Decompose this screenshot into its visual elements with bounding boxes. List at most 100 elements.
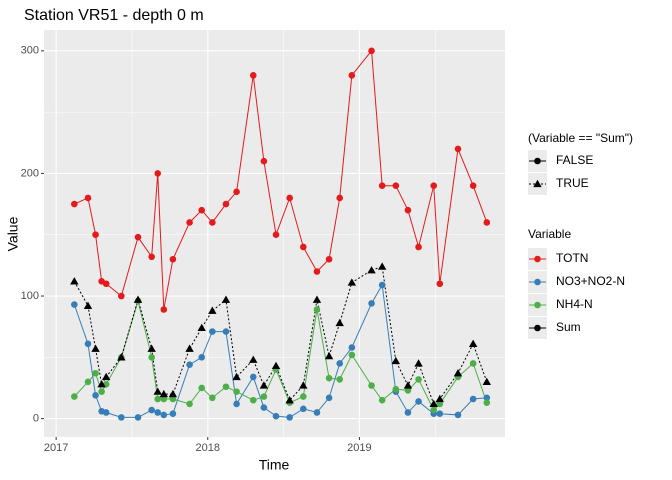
data-point — [300, 405, 307, 413]
data-point — [368, 382, 375, 389]
data-point — [160, 411, 168, 419]
data-point — [249, 355, 258, 363]
data-point — [160, 395, 168, 403]
data-point — [222, 200, 230, 208]
data-point — [348, 72, 356, 79]
data-point — [153, 387, 162, 395]
data-point — [186, 219, 193, 226]
data-point — [271, 361, 281, 370]
legend-label: NH4-N — [556, 297, 593, 311]
data-point — [70, 277, 79, 285]
data-point — [435, 394, 444, 403]
chart-title: Station VR51 - depth 0 m — [24, 7, 204, 24]
data-point — [198, 354, 206, 361]
data-point — [83, 301, 93, 309]
data-point — [118, 292, 125, 300]
data-point — [430, 182, 438, 189]
data-point — [325, 255, 333, 263]
x-tick-label: 2019 — [347, 442, 371, 454]
data-point — [469, 360, 477, 367]
data-point — [197, 323, 206, 332]
x-tick-label: 2018 — [196, 442, 220, 454]
data-point — [272, 412, 280, 420]
data-point — [102, 409, 110, 416]
data-point — [84, 378, 92, 386]
data-point — [134, 233, 142, 241]
data-point — [133, 295, 143, 303]
data-point — [168, 389, 178, 398]
data-point — [469, 395, 477, 403]
data-point — [429, 399, 438, 408]
data-point — [324, 351, 334, 360]
data-point — [71, 200, 78, 208]
data-point — [436, 280, 444, 288]
data-point — [336, 360, 344, 367]
y-tick-label: 300 — [21, 45, 39, 57]
data-point — [313, 409, 321, 416]
data-point — [325, 394, 333, 402]
data-point — [209, 219, 216, 226]
data-point — [325, 374, 333, 382]
data-point — [336, 194, 344, 202]
data-point — [430, 406, 438, 414]
data-point — [249, 396, 257, 404]
data-point — [260, 404, 268, 411]
data-point — [391, 356, 401, 365]
data-point — [92, 392, 99, 399]
data-point — [98, 388, 105, 395]
data-point — [415, 398, 422, 405]
data-point — [101, 372, 111, 381]
data-point — [185, 344, 194, 352]
data-point — [404, 387, 412, 394]
data-point — [134, 414, 142, 421]
data-point — [377, 262, 387, 270]
data-point — [221, 295, 231, 303]
data-point — [169, 255, 177, 263]
data-point — [222, 383, 230, 391]
data-point — [159, 389, 168, 398]
data-point — [222, 328, 230, 335]
data-point — [336, 376, 344, 383]
legend-marker — [534, 324, 541, 332]
legend-marker — [534, 157, 541, 165]
x-tick-label: 2017 — [44, 442, 68, 454]
data-point — [454, 411, 462, 419]
data-point — [414, 359, 423, 367]
data-point — [154, 395, 162, 403]
legend-title: (Variable == "Sum") — [528, 131, 633, 145]
data-point — [117, 353, 126, 361]
data-point — [285, 396, 294, 404]
data-point — [348, 351, 356, 359]
data-point — [454, 145, 462, 153]
data-point — [299, 381, 308, 389]
data-point — [286, 194, 293, 202]
data-point — [92, 231, 99, 239]
data-point — [313, 268, 321, 275]
data-point — [186, 361, 193, 368]
data-point — [378, 281, 386, 289]
y-axis-label: Value — [5, 216, 21, 251]
data-point — [148, 354, 155, 361]
data-point — [300, 243, 307, 251]
data-point — [404, 409, 412, 416]
legend-label: Sum — [556, 320, 581, 334]
data-point — [415, 376, 422, 383]
data-point — [436, 400, 444, 408]
data-point — [71, 393, 78, 400]
y-tick-label: 200 — [21, 167, 39, 179]
data-point — [169, 395, 177, 403]
legend-title: Variable — [528, 227, 571, 241]
data-point — [483, 219, 491, 226]
data-point — [378, 396, 386, 404]
data-point — [468, 339, 478, 347]
data-point — [232, 372, 241, 381]
data-point — [415, 243, 422, 251]
data-point — [260, 157, 268, 165]
legend-label: TRUE — [556, 176, 589, 190]
data-point — [169, 410, 177, 418]
data-point — [392, 182, 400, 189]
data-point — [286, 414, 293, 421]
data-point — [313, 306, 321, 313]
data-point — [392, 385, 400, 393]
